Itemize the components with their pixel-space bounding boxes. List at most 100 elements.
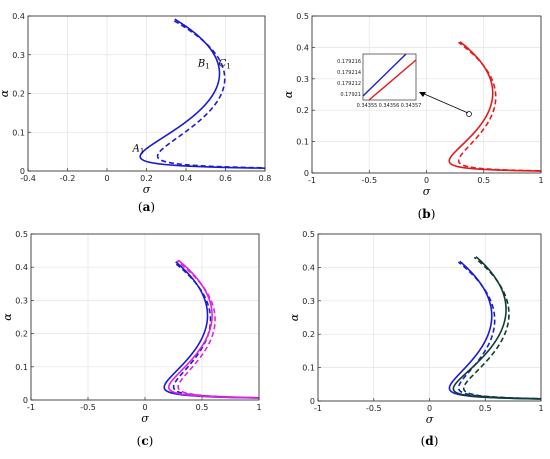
panel-letter: a: [143, 200, 151, 214]
annotation-sub: 1: [205, 62, 209, 70]
panel-b: -1 -0.5 0 0.5 1 0 0.1 0.2 0.3 0.4 0.5 σ α (b) 0.179216…: [282, 12, 544, 221]
tick-label-x: 0: [104, 174, 109, 183]
paren-close: ): [431, 207, 436, 221]
inset-tick-y: 0.179212: [337, 81, 361, 87]
tick-label-y: 0.2: [296, 106, 309, 115]
series-line-2: [156, 19, 265, 169]
x-axis-label: σ: [141, 412, 149, 425]
tick-label-y: 0: [304, 169, 309, 178]
series-line-4: [176, 260, 259, 399]
inset-arrow-head: [419, 92, 426, 97]
tick-label-x: 0: [142, 403, 147, 412]
annotation-main: C: [219, 58, 227, 69]
tick-label-y: 0.4: [15, 263, 28, 272]
panel-label: (b): [418, 207, 436, 221]
inset-tick-x: 0.34357: [401, 103, 422, 109]
tick-label-x: 0.5: [477, 176, 490, 185]
plot-frame: [27, 15, 266, 172]
series-line-2: [457, 41, 541, 172]
annotation-main: A: [132, 144, 140, 155]
paren-close: ): [434, 434, 439, 448]
tick-label-y: 0: [20, 167, 25, 176]
tick-label-x: 1: [538, 404, 543, 413]
tick-label-y: 0.5: [15, 230, 28, 239]
tick-label-y: 0.3: [12, 51, 25, 60]
panel-letter: c: [141, 434, 148, 448]
series-group: [139, 18, 265, 169]
y-axis-label: α: [288, 313, 301, 321]
inset-frame: [362, 53, 417, 101]
panel-letter: d: [425, 434, 434, 448]
series-line-4: [462, 256, 541, 400]
plot-frame: [30, 233, 260, 401]
inset-tick-x: 0.34355: [357, 103, 378, 109]
series-line-2: [457, 261, 541, 400]
annotation-sub: 1: [140, 148, 144, 156]
tick-label-y: 0.4: [296, 43, 309, 52]
y-axis-label: α: [282, 90, 295, 98]
inset-line-blue: [362, 53, 407, 97]
tick-label-y: 0.1: [12, 128, 25, 137]
paren-close: ): [150, 200, 155, 214]
x-axis-label: σ: [426, 413, 434, 426]
tick-label-y: 0.5: [296, 12, 309, 21]
paren-open: (: [137, 434, 142, 448]
tick-label-y: 0: [23, 396, 28, 405]
tick-label-x: -1: [308, 176, 316, 185]
tick-label-x: 0.8: [259, 174, 272, 183]
paren-open: (: [418, 207, 423, 221]
tick-label-y: 0.4: [302, 263, 315, 272]
panel-label: (a): [138, 200, 155, 214]
inset-tick-x: 0.34356: [379, 103, 400, 109]
tick-label-x: 0.6: [219, 174, 232, 183]
panel-c: -1 -0.5 0 0.5 1 0 0.1 0.2 0.3 0.4 0.5 σ α (c): [1, 230, 262, 448]
x-axis-label: σ: [143, 183, 151, 196]
inset-line-red: [368, 59, 417, 101]
annotation-main: B: [197, 58, 205, 69]
tick-label-y: 0.2: [12, 90, 25, 99]
tick-label-y: 0.1: [15, 363, 28, 372]
tick-label-y: 0.3: [302, 297, 315, 306]
tick-label-x: -1: [27, 403, 35, 412]
inset-target-circle: [466, 111, 472, 117]
y-axis-label: α: [0, 89, 11, 97]
series-group: [163, 259, 259, 399]
tick-label-x: 0: [427, 404, 432, 413]
tick-label-y: 0.3: [15, 296, 28, 305]
inset-arrow-line: [421, 92, 469, 114]
inset-tick-y: 0.17921: [340, 92, 361, 98]
tick-label-x: 0: [424, 176, 429, 185]
tick-label-x: -0.5: [80, 403, 96, 412]
plot-frame: [317, 233, 542, 402]
point-annotation: B1: [197, 58, 210, 70]
tick-label-x: 1: [538, 176, 543, 185]
plot-frame: [311, 15, 542, 174]
tick-label-x: 0.5: [479, 404, 492, 413]
panel-label: (d): [421, 434, 439, 448]
tick-label-x: 0.2: [140, 174, 153, 183]
x-axis-label: σ: [423, 185, 431, 198]
paren-close: ): [149, 434, 154, 448]
tick-label-x: -0.5: [366, 404, 382, 413]
tick-label-y: 0: [310, 397, 315, 406]
y-axis-label: α: [1, 313, 14, 321]
inset-tick-y: 0.179214: [337, 70, 361, 76]
panel-a: -0.4 -0.2 0 0.2 0.4 0.6 0.8 0 0.1 0.2 0.3 0.4 σ α (a) A…: [0, 12, 272, 214]
tick-label-y: 0.4: [12, 12, 25, 21]
tick-label-y: 0.1: [296, 138, 309, 147]
paren-open: (: [138, 200, 143, 214]
point-annotation: C1: [219, 58, 231, 70]
panel-letter: b: [422, 207, 430, 221]
panel-label: (c): [137, 434, 154, 448]
panel-d: -1 -0.5 0 0.5 1 0 0.1 0.2 0.3 0.4 0.5 σ α (d): [288, 230, 544, 448]
point-annotation: A1: [132, 144, 145, 156]
series-group: [448, 41, 541, 172]
tick-label-x: 1: [256, 403, 261, 412]
paren-open: (: [421, 434, 426, 448]
tick-label-y: 0.2: [15, 330, 28, 339]
tick-label-x: -1: [314, 404, 322, 413]
tick-label-y: 0.5: [302, 230, 315, 239]
tick-label-x: 0.4: [180, 174, 193, 183]
